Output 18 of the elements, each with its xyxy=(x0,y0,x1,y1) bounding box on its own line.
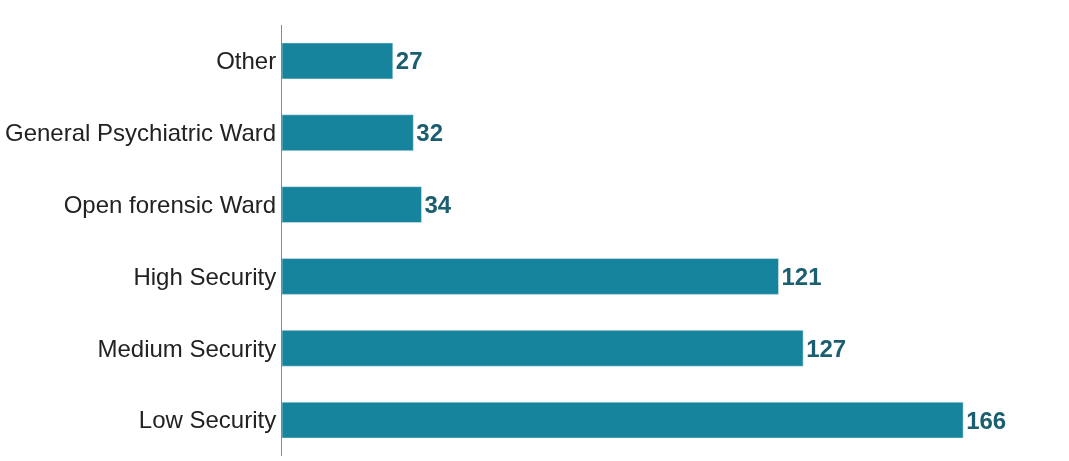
bar xyxy=(282,186,422,223)
data-label: 166 xyxy=(966,406,1007,434)
bar xyxy=(282,258,779,295)
y-tick-label: Medium Security xyxy=(97,334,277,362)
y-tick-label: General Psychiatric Ward xyxy=(5,119,277,147)
bar xyxy=(282,42,394,80)
data-label: 34 xyxy=(424,191,452,219)
y-tick-label: Low Security xyxy=(138,406,277,434)
data-label: 127 xyxy=(806,334,847,362)
bar xyxy=(282,114,414,151)
bar xyxy=(282,330,804,367)
y-tick-label: Other xyxy=(216,47,277,75)
bar xyxy=(282,401,964,439)
data-label: 32 xyxy=(416,119,444,147)
y-tick-label: Open forensic Ward xyxy=(63,190,277,218)
y-tick-label: High Security xyxy=(133,262,277,290)
data-label: 121 xyxy=(781,262,822,290)
data-label: 27 xyxy=(395,47,423,75)
